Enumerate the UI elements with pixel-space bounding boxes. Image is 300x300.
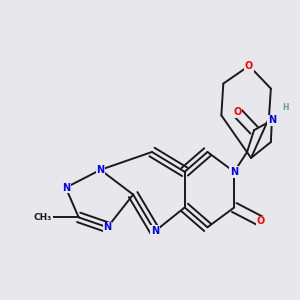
Text: N: N: [151, 226, 159, 236]
Text: N: N: [62, 183, 70, 193]
Text: N: N: [96, 165, 104, 175]
Text: N: N: [103, 222, 112, 232]
Text: H: H: [283, 103, 289, 112]
Text: CH₃: CH₃: [34, 213, 52, 222]
Text: N: N: [268, 115, 276, 125]
Text: O: O: [245, 61, 253, 71]
Text: O: O: [233, 107, 241, 117]
Text: N: N: [230, 167, 238, 177]
Text: O: O: [257, 216, 265, 226]
